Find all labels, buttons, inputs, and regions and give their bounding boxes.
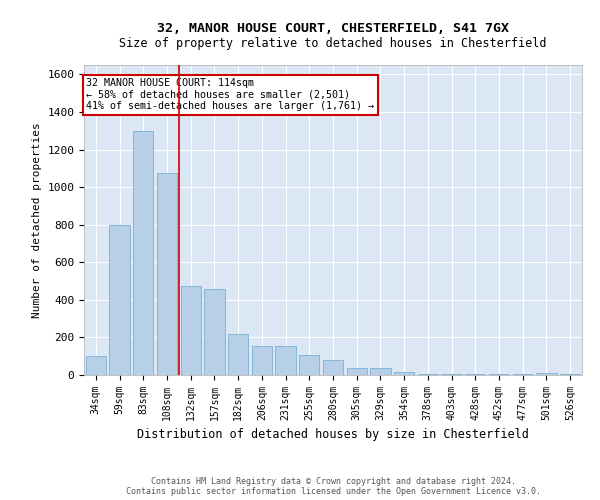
Bar bbox=[299, 356, 319, 375]
Bar bbox=[181, 286, 201, 375]
X-axis label: Distribution of detached houses by size in Chesterfield: Distribution of detached houses by size … bbox=[137, 428, 529, 442]
Bar bbox=[205, 288, 224, 375]
Bar bbox=[489, 374, 509, 375]
Bar bbox=[157, 173, 177, 375]
Bar bbox=[347, 368, 367, 375]
Bar bbox=[109, 224, 130, 375]
Bar bbox=[394, 372, 414, 375]
Text: Size of property relative to detached houses in Chesterfield: Size of property relative to detached ho… bbox=[119, 38, 547, 51]
Y-axis label: Number of detached properties: Number of detached properties bbox=[32, 122, 42, 318]
Bar bbox=[560, 374, 580, 375]
Bar bbox=[536, 373, 557, 375]
Bar bbox=[86, 356, 106, 375]
Text: 32 MANOR HOUSE COURT: 114sqm
← 58% of detached houses are smaller (2,501)
41% of: 32 MANOR HOUSE COURT: 114sqm ← 58% of de… bbox=[86, 78, 374, 112]
Text: Contains HM Land Registry data © Crown copyright and database right 2024.: Contains HM Land Registry data © Crown c… bbox=[151, 478, 515, 486]
Text: 32, MANOR HOUSE COURT, CHESTERFIELD, S41 7GX: 32, MANOR HOUSE COURT, CHESTERFIELD, S41… bbox=[157, 22, 509, 36]
Bar bbox=[465, 374, 485, 375]
Bar bbox=[418, 374, 438, 375]
Bar bbox=[323, 360, 343, 375]
Bar bbox=[512, 374, 533, 375]
Bar bbox=[442, 374, 461, 375]
Text: Contains public sector information licensed under the Open Government Licence v3: Contains public sector information licen… bbox=[125, 488, 541, 496]
Bar bbox=[228, 334, 248, 375]
Bar bbox=[275, 346, 296, 375]
Bar bbox=[252, 346, 272, 375]
Bar bbox=[133, 131, 154, 375]
Bar bbox=[370, 368, 391, 375]
